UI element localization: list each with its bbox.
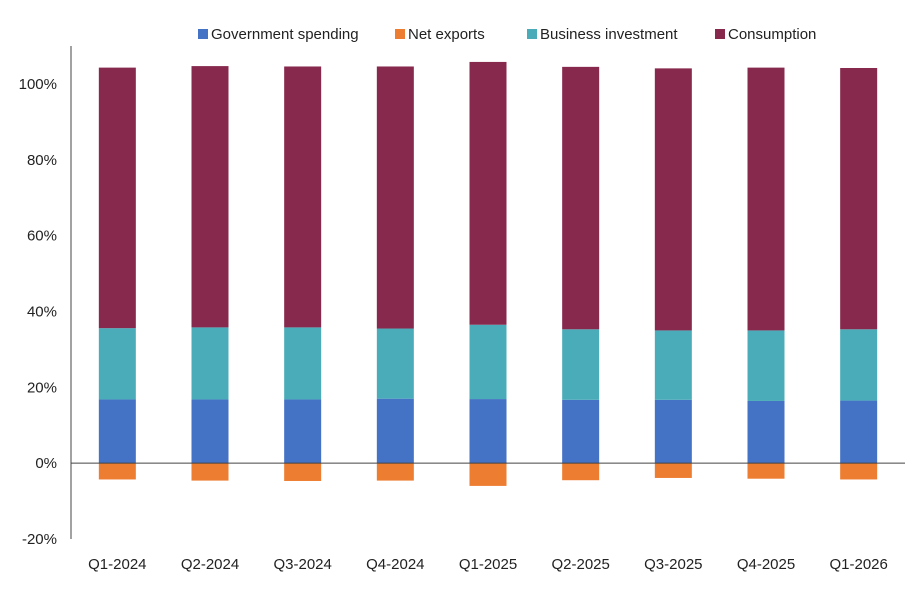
legend-swatch [715,29,725,39]
x-tick-label: Q1-2024 [88,556,146,573]
bar-business-investment-q1-2024 [98,328,136,400]
bar-consumption-q4-2025 [747,67,785,331]
y-tick-label: 60% [27,228,57,245]
bar-business-investment-q3-2025 [654,330,692,400]
bar-net-exports-q4-2024 [376,463,414,481]
bar-government-spending-q4-2025 [747,400,785,464]
bar-consumption-q3-2024 [284,66,322,328]
bar-net-exports-q2-2025 [562,463,600,481]
bar-government-spending-q1-2026 [840,400,878,464]
legend-item-net-exports: Net exports [395,26,485,43]
x-tick-label: Q3-2025 [644,556,702,573]
x-tick-label: Q3-2024 [273,556,331,573]
bar-net-exports-q2-2024 [191,463,229,481]
bar-net-exports-q3-2025 [654,463,692,478]
y-tick-label: 40% [27,303,57,320]
bar-consumption-q2-2025 [562,66,600,330]
x-tick-label: Q1-2025 [459,556,517,573]
legend-label: Consumption [728,26,816,43]
bar-net-exports-q1-2024 [98,463,136,480]
bar-government-spending-q2-2024 [191,399,229,464]
legend-item-business-investment: Business investment [527,26,678,43]
y-tick-label: -20% [22,531,57,548]
bar-consumption-q4-2024 [376,66,414,329]
bar-government-spending-q3-2025 [654,399,692,464]
bar-business-investment-q1-2026 [840,329,878,401]
legend-label: Net exports [408,26,485,43]
bar-business-investment-q4-2025 [747,330,785,401]
legend-label: Business investment [540,26,678,43]
bar-consumption-q3-2025 [654,68,692,331]
y-tick-label: 80% [27,152,57,169]
bar-business-investment-q4-2024 [376,328,414,399]
x-tick-label: Q2-2024 [181,556,239,573]
bar-net-exports-q1-2026 [840,463,878,480]
bar-consumption-q1-2024 [98,67,136,329]
legend-item-government-spending: Government spending [198,26,359,43]
bar-business-investment-q2-2024 [191,327,229,400]
x-tick-label: Q1-2026 [829,556,887,573]
legend: Government spending Net exports Business i… [198,26,816,43]
bar-government-spending-q2-2025 [562,399,600,464]
bar-government-spending-q4-2024 [376,398,414,464]
bar-business-investment-q3-2024 [284,327,322,400]
legend-swatch [395,29,405,39]
y-tick-label: 100% [19,76,57,93]
axes: -20% 0% 20% 40% 60% 80% 100% Q1-2024 Q2-2024 Q3-2… [19,46,905,573]
x-tick-label: Q4-2025 [737,556,795,573]
legend-label: Government spending [211,26,359,43]
bar-government-spending-q3-2024 [284,399,322,464]
y-tick-label: 0% [35,455,57,472]
bar-consumption-q1-2025 [469,61,507,325]
y-tick-label: 20% [27,379,57,396]
bar-government-spending-q1-2025 [469,399,507,464]
x-tick-label: Q2-2025 [551,556,609,573]
bar-consumption-q2-2024 [191,66,229,328]
bars [98,61,878,486]
bar-business-investment-q2-2025 [562,329,600,400]
bar-net-exports-q1-2025 [469,463,507,486]
bar-government-spending-q1-2024 [98,399,136,464]
legend-swatch [527,29,537,39]
bar-consumption-q1-2026 [840,67,878,330]
bar-business-investment-q1-2025 [469,324,507,400]
legend-item-consumption: Consumption [715,26,816,43]
bar-net-exports-q3-2024 [284,463,322,481]
legend-swatch [198,29,208,39]
bar-net-exports-q4-2025 [747,463,785,479]
x-tick-label: Q4-2024 [366,556,424,573]
